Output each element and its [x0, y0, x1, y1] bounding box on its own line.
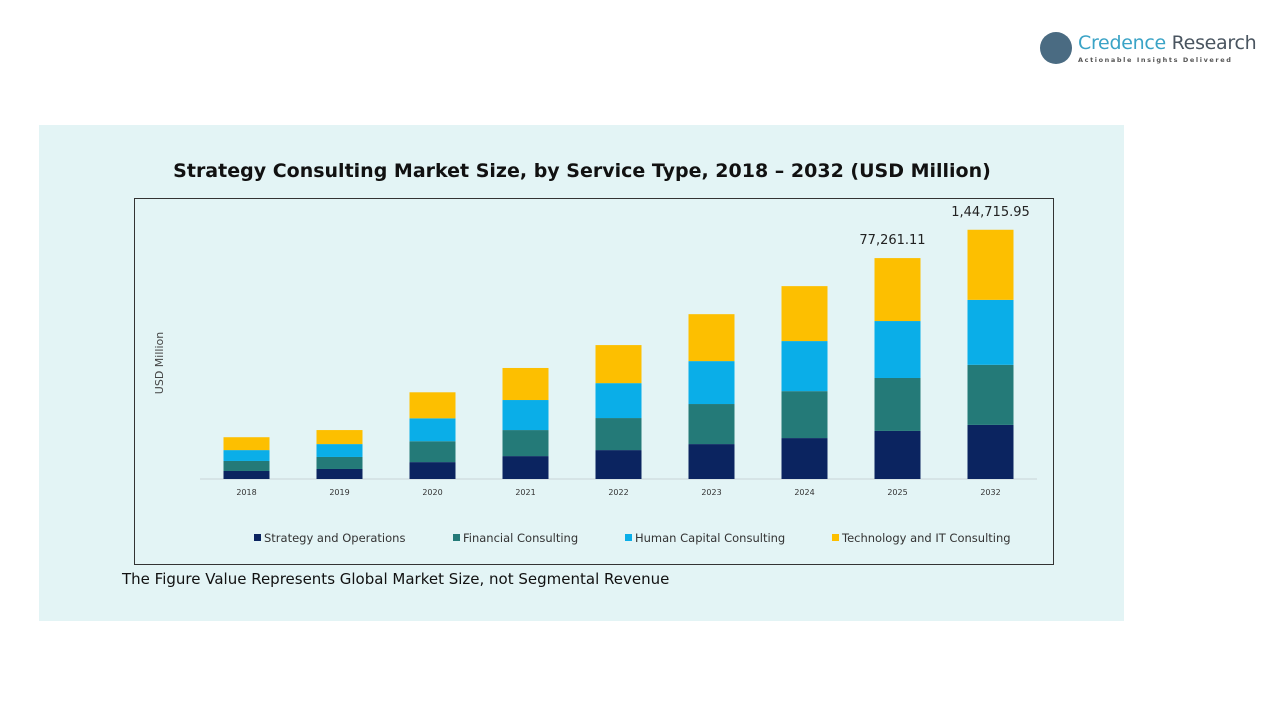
x-tick-label: 2019	[329, 488, 349, 497]
bar-technology-and-it-consulting-2024	[781, 286, 828, 342]
bar-human-capital-consulting-2021	[502, 400, 549, 431]
legend-label: Strategy and Operations	[264, 531, 405, 545]
bar-financial-consulting-2022	[595, 418, 642, 451]
bar-human-capital-consulting-2020	[409, 418, 456, 442]
legend-swatch	[453, 534, 460, 541]
bar-human-capital-consulting-2023	[688, 361, 735, 405]
bar-strategy-and-operations-2019	[316, 468, 363, 479]
x-tick-label: 2018	[236, 488, 256, 497]
footnote: The Figure Value Represents Global Marke…	[122, 570, 670, 588]
bar-strategy-and-operations-2020	[409, 462, 456, 479]
bar-technology-and-it-consulting-2023	[688, 314, 735, 362]
logo-tagline: Actionable Insights Delivered	[1078, 56, 1233, 64]
legend-label: Technology and IT Consulting	[841, 531, 1011, 545]
x-tick-label: 2023	[701, 488, 721, 497]
bar-strategy-and-operations-2018	[223, 470, 270, 479]
bar-technology-and-it-consulting-2021	[502, 367, 549, 401]
bar-technology-and-it-consulting-2018	[223, 437, 270, 451]
chart-title: Strategy Consulting Market Size, by Serv…	[173, 160, 991, 182]
legend-label: Human Capital Consulting	[635, 531, 785, 545]
bar-technology-and-it-consulting-2032	[967, 229, 1014, 300]
legend-swatch	[254, 534, 261, 541]
bar-human-capital-consulting-2018	[223, 450, 270, 461]
chart-box	[134, 198, 1054, 565]
data-label-2032: 1,44,715.95	[951, 205, 1030, 220]
bar-human-capital-consulting-2019	[316, 444, 363, 457]
bar-strategy-and-operations-2032	[967, 424, 1014, 479]
x-tick-label: 2021	[515, 488, 535, 497]
bar-strategy-and-operations-2024	[781, 438, 828, 479]
bar-technology-and-it-consulting-2019	[316, 430, 363, 445]
legend-swatch	[832, 534, 839, 541]
bar-human-capital-consulting-2032	[967, 299, 1014, 365]
bar-strategy-and-operations-2021	[502, 456, 549, 479]
bar-technology-and-it-consulting-2025	[874, 258, 921, 322]
credence-research-logo: Credence Research Actionable Insights De…	[1040, 30, 1257, 70]
x-tick-label: 2024	[794, 488, 814, 497]
bar-technology-and-it-consulting-2020	[409, 392, 456, 419]
legend-swatch	[625, 534, 632, 541]
bar-financial-consulting-2025	[874, 377, 921, 431]
bar-financial-consulting-2032	[967, 364, 1014, 425]
bar-financial-consulting-2019	[316, 456, 363, 469]
bar-financial-consulting-2020	[409, 441, 456, 463]
bar-financial-consulting-2018	[223, 460, 270, 471]
legend-label: Financial Consulting	[463, 531, 578, 545]
bar-financial-consulting-2021	[502, 430, 549, 457]
logo-name-1: Credence	[1078, 32, 1166, 54]
bar-financial-consulting-2024	[781, 391, 828, 439]
x-tick-label: 2025	[887, 488, 907, 497]
x-tick-label: 2022	[608, 488, 628, 497]
bar-strategy-and-operations-2022	[595, 450, 642, 479]
bar-human-capital-consulting-2022	[595, 383, 642, 419]
x-tick-label: 2032	[980, 488, 1000, 497]
bar-technology-and-it-consulting-2022	[595, 345, 642, 384]
logo-chart-icon	[1040, 32, 1072, 64]
chart-panel	[39, 125, 1124, 621]
bar-financial-consulting-2023	[688, 404, 735, 445]
bar-strategy-and-operations-2023	[688, 444, 735, 479]
y-axis-label: USD Million	[153, 332, 166, 394]
bar-strategy-and-operations-2025	[874, 430, 921, 479]
bar-human-capital-consulting-2025	[874, 321, 921, 378]
x-tick-label: 2020	[422, 488, 442, 497]
logo-name-2: Research	[1165, 32, 1257, 54]
bar-human-capital-consulting-2024	[781, 341, 828, 392]
data-label-2025: 77,261.11	[859, 233, 925, 248]
